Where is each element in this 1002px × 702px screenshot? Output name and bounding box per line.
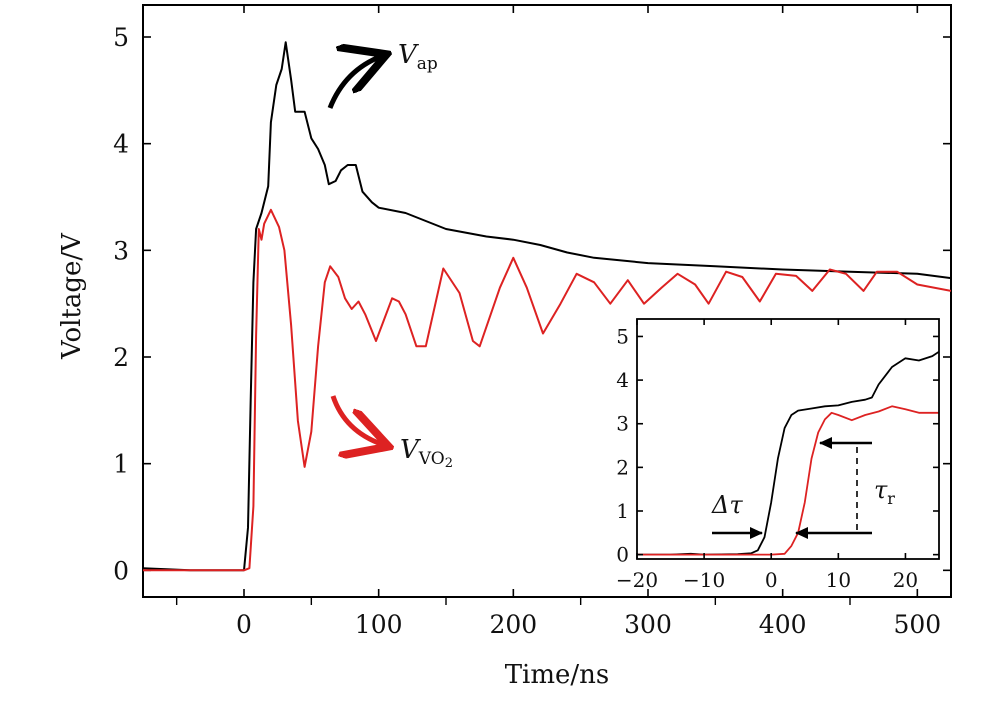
x-tick-label: 0 xyxy=(765,568,778,592)
x-tick-label: 20 xyxy=(893,568,918,592)
inset-frame xyxy=(636,318,940,560)
y-axis-title: Voltage/V xyxy=(57,232,87,360)
y-tick-label: 5 xyxy=(113,23,129,52)
x-tick-label: 10 xyxy=(826,568,851,592)
x-tick-label: 100 xyxy=(355,610,403,639)
x-tick-label: 0 xyxy=(236,610,252,639)
y-tick-label: 3 xyxy=(113,236,129,265)
y-tick-label: 2 xyxy=(113,343,129,372)
y-tick-label: 4 xyxy=(113,130,129,159)
main-x-axis: 0 100 200 300 400 500 xyxy=(175,5,941,639)
main-series-group xyxy=(143,41,951,572)
series-line-vap xyxy=(143,41,951,572)
main-y-axis: 0 1 2 3 4 5 xyxy=(113,23,951,585)
series-line-vvo2 xyxy=(143,208,951,572)
main-plot-frame xyxy=(142,4,952,598)
y-tick-label: 5 xyxy=(616,324,629,348)
inset-plot: −20 −10 0 10 20 0 1 2 3 4 5 Δτ τr xyxy=(616,318,940,592)
series-line-vvo2 xyxy=(637,405,939,556)
y-tick-label: 4 xyxy=(616,368,629,392)
vap-annotation-label: Vap xyxy=(398,40,438,74)
x-axis-title: Time/ns xyxy=(505,660,610,690)
inset-y-axis: 0 1 2 3 4 5 xyxy=(616,324,939,567)
tau-r-label: τr xyxy=(874,476,895,508)
x-tick-label: −10 xyxy=(683,568,725,592)
y-tick-label: 3 xyxy=(616,412,629,436)
vvo2-annotation-arrow xyxy=(330,395,384,445)
y-tick-label: 0 xyxy=(616,543,629,567)
y-tick-label: 1 xyxy=(113,450,129,479)
x-tick-label: 300 xyxy=(624,610,672,639)
vvo2-annotation-label: VVO2 xyxy=(400,435,453,471)
x-tick-label: −20 xyxy=(616,568,658,592)
inset-series-group xyxy=(637,350,939,556)
x-tick-label: 400 xyxy=(759,610,807,639)
x-tick-label: 200 xyxy=(489,610,537,639)
vap-annotation-arrow xyxy=(327,56,382,109)
delta-tau-label: Δτ xyxy=(711,491,743,519)
x-tick-label: 500 xyxy=(893,610,941,639)
y-tick-label: 1 xyxy=(616,499,629,523)
y-tick-label: 0 xyxy=(113,556,129,585)
inset-x-axis: −20 −10 0 10 20 xyxy=(616,319,918,592)
y-tick-label: 2 xyxy=(616,455,629,479)
inset-background xyxy=(637,319,939,559)
